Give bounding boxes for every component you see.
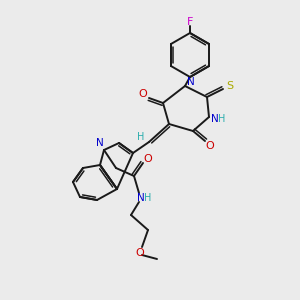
Text: S: S — [226, 81, 234, 91]
Text: O: O — [144, 154, 152, 164]
Text: N: N — [96, 138, 104, 148]
Text: H: H — [218, 114, 226, 124]
Text: O: O — [139, 89, 147, 99]
Text: N: N — [211, 114, 219, 124]
Text: H: H — [137, 132, 145, 142]
Text: F: F — [187, 17, 193, 27]
Text: N: N — [137, 193, 145, 203]
Text: H: H — [144, 193, 152, 203]
Text: O: O — [206, 141, 214, 151]
Text: O: O — [136, 248, 144, 258]
Text: N: N — [187, 77, 195, 87]
